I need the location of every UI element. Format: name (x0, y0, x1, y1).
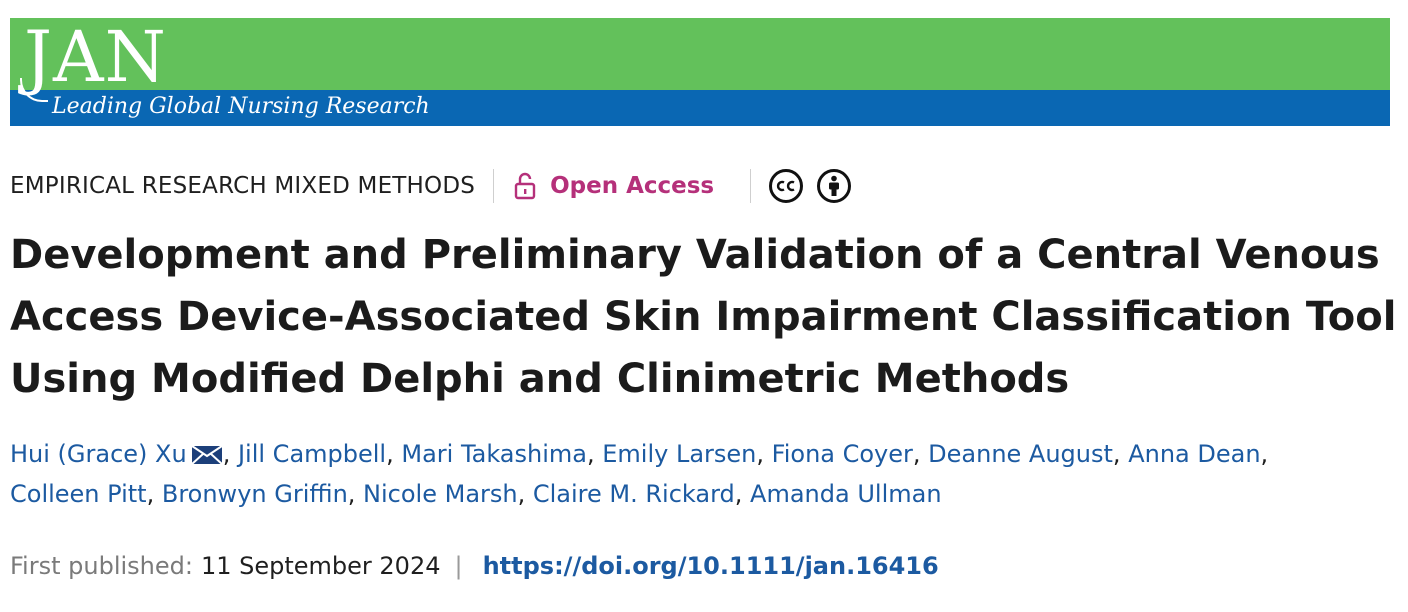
cc-icon[interactable] (769, 169, 804, 203)
author-link[interactable]: Amanda Ullman (750, 480, 942, 508)
separator: | (454, 552, 463, 580)
author-link[interactable]: Colleen Pitt (10, 480, 147, 508)
author-list: Hui (Grace) Xu , Jill Campbell, Mari Tak… (10, 440, 1269, 508)
banner-green-band (10, 18, 1390, 90)
open-access-label: Open Access (550, 173, 715, 199)
author-link[interactable]: Bronwyn Griffin (161, 480, 348, 508)
journal-tagline: Leading Global Nursing Research (52, 94, 430, 119)
divider (493, 169, 495, 203)
publication-date: 11 September 2024 (200, 552, 441, 580)
license-icons[interactable] (769, 169, 852, 203)
by-attribution-icon[interactable] (817, 169, 852, 203)
author-link[interactable]: Deanne August (928, 440, 1113, 468)
publication-info: First published: 11 September 2024 | htt… (10, 546, 939, 586)
doi-link[interactable]: https://doi.org/10.1111/jan.16416 (482, 552, 939, 580)
author-link[interactable]: Claire M. Rickard (532, 480, 735, 508)
email-icon[interactable] (191, 445, 223, 465)
author-link[interactable]: Emily Larsen (602, 440, 757, 468)
open-lock-icon (514, 172, 536, 200)
author-link[interactable]: Jill Campbell (237, 440, 387, 468)
author-link[interactable]: Nicole Marsh (363, 480, 518, 508)
author-link[interactable]: Fiona Coyer (771, 440, 913, 468)
article-title: Development and Preliminary Validation o… (10, 232, 1397, 402)
author-link[interactable]: Hui (Grace) Xu (10, 440, 187, 468)
divider (750, 169, 752, 203)
journal-banner[interactable]: JAN Leading Global Nursing Research (10, 18, 1390, 126)
article-meta-row: EMPIRICAL RESEARCH MIXED METHODS Open Ac… (10, 166, 852, 206)
author-link[interactable]: Anna Dean (1128, 440, 1261, 468)
first-published-label: First published: (10, 552, 193, 580)
article-category: EMPIRICAL RESEARCH MIXED METHODS (10, 173, 476, 199)
author-link[interactable]: Mari Takashima (401, 440, 587, 468)
open-access-badge[interactable]: Open Access (514, 172, 714, 200)
banner-blue-band (10, 90, 1390, 126)
